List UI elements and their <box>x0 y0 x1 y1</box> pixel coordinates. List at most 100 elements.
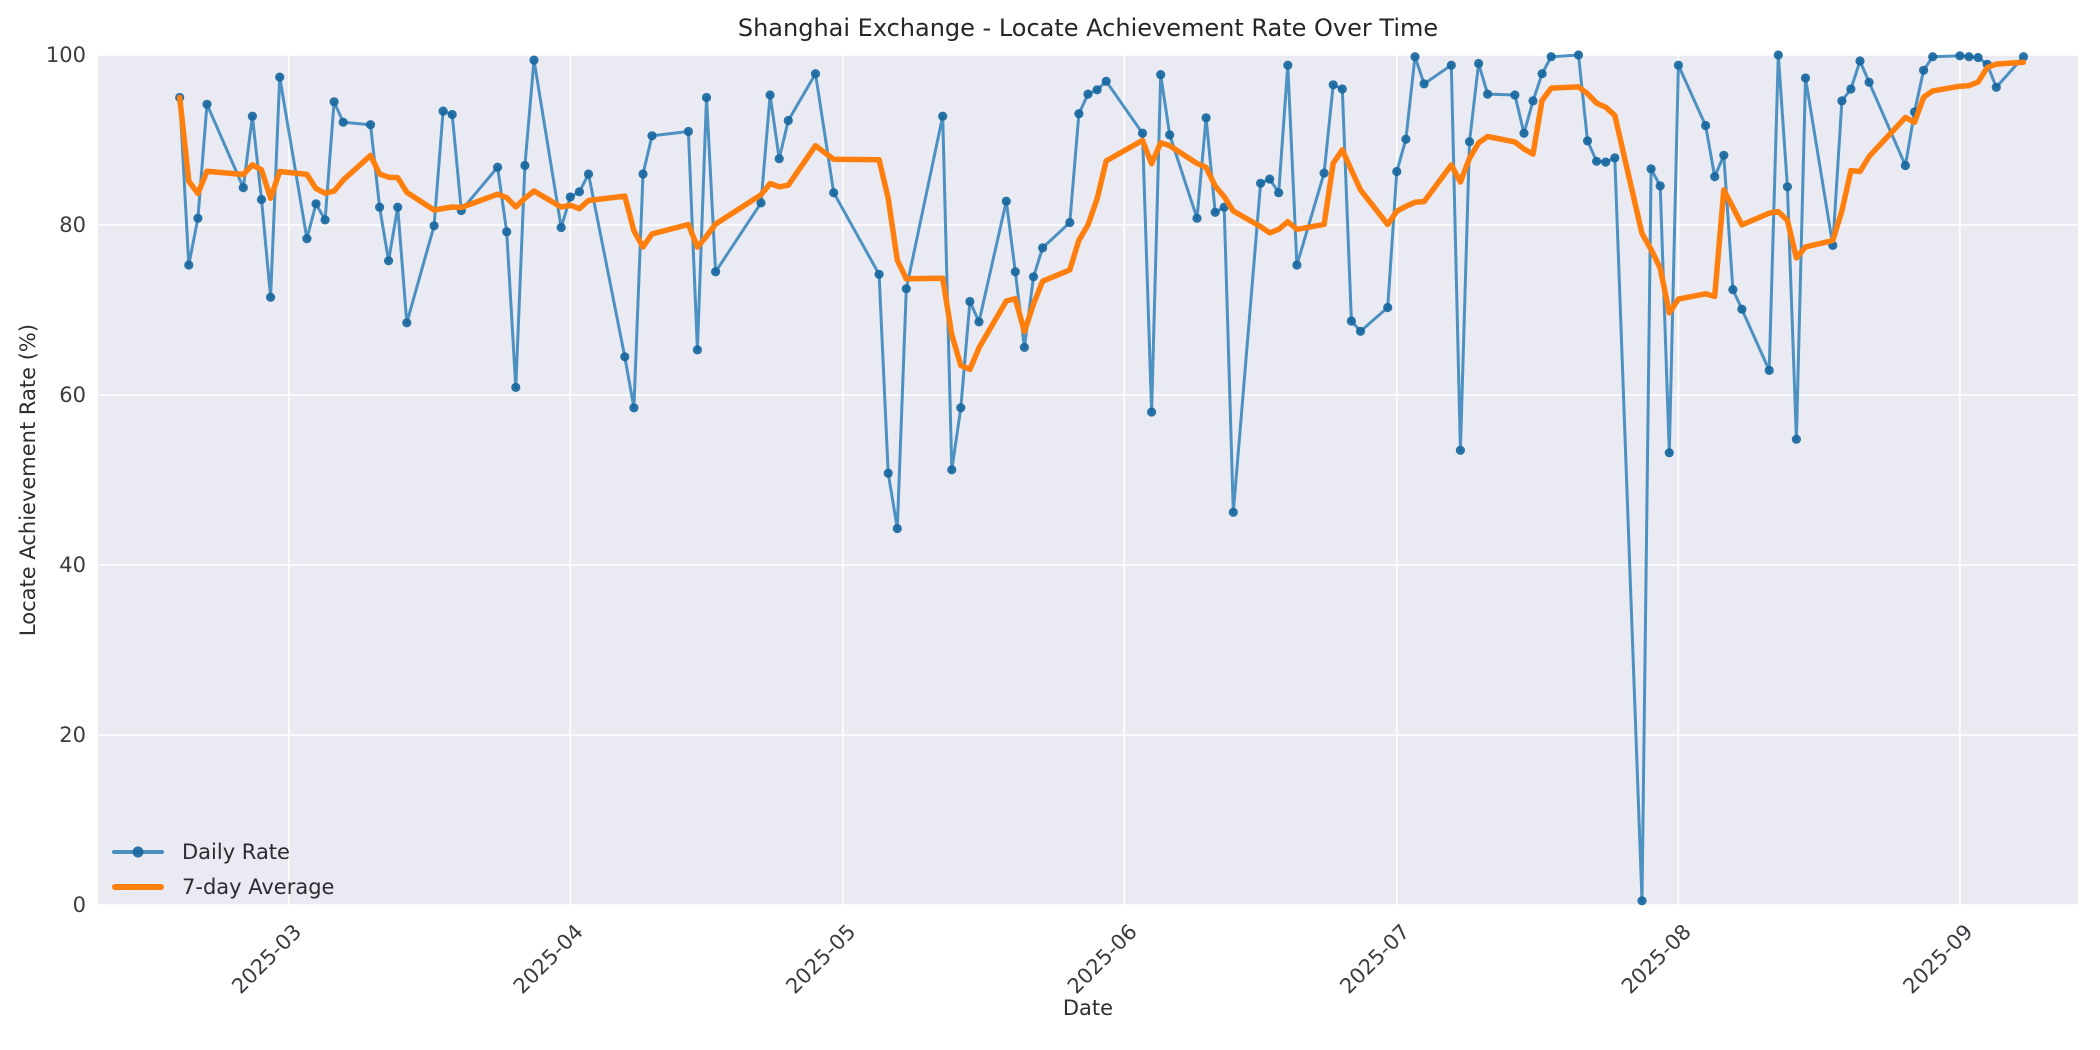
daily-rate-marker <box>1519 128 1529 138</box>
daily-rate-marker <box>1928 52 1938 62</box>
daily-rate-marker <box>629 403 639 413</box>
daily-rate-marker <box>1573 50 1584 60</box>
daily-rate-line-marker-icon <box>112 839 164 865</box>
daily-rate-marker <box>1147 407 1157 417</box>
daily-rate-marker <box>810 69 821 79</box>
daily-rate-marker <box>583 169 594 179</box>
daily-rate-marker <box>1537 69 1547 79</box>
daily-rate-marker <box>1582 136 1593 146</box>
daily-rate-marker <box>1210 207 1220 217</box>
daily-rate-marker <box>756 198 766 208</box>
daily-rate-marker <box>1464 137 1475 147</box>
daily-rate-marker <box>774 154 784 164</box>
daily-rate-marker <box>1510 90 1520 100</box>
y-tick-label: 60 <box>59 383 86 407</box>
daily-rate-marker <box>1019 342 1029 352</box>
x-tick-label: 2025-03 <box>227 920 306 999</box>
daily-rate-marker <box>1346 316 1356 326</box>
legend: Daily Rate 7-day Average <box>112 839 334 900</box>
daily-rate-marker <box>493 162 503 172</box>
daily-rate-marker <box>256 194 267 205</box>
daily-rate-marker <box>765 90 775 100</box>
daily-rate-marker <box>1474 58 1484 69</box>
x-tick-label: 2025-09 <box>1898 920 1977 999</box>
daily-rate-marker <box>1855 56 1865 66</box>
daily-rate-marker <box>1328 80 1338 90</box>
daily-rate-marker <box>1010 267 1020 277</box>
daily-rate-marker <box>1664 448 1674 458</box>
daily-rate-marker <box>502 227 512 237</box>
daily-rate-marker <box>1038 243 1048 253</box>
daily-rate-marker <box>701 92 712 103</box>
daily-rate-marker <box>1265 174 1275 184</box>
daily-rate-marker <box>1592 156 1602 166</box>
daily-rate-marker <box>1455 445 1465 455</box>
daily-rate-marker <box>1092 85 1102 95</box>
daily-rate-marker <box>1728 285 1738 295</box>
daily-rate-marker <box>393 202 403 212</box>
daily-rate-marker <box>1274 188 1284 198</box>
daily-rate-marker <box>1156 70 1166 80</box>
x-tick-label: 2025-07 <box>1335 920 1414 999</box>
daily-rate-marker <box>338 117 348 127</box>
daily-rate-marker <box>1355 326 1366 336</box>
daily-rate-marker <box>1791 434 1801 444</box>
daily-rate-marker <box>1283 60 1293 70</box>
daily-rate-marker <box>874 269 884 279</box>
daily-rate-marker <box>1256 178 1266 188</box>
daily-rate-marker <box>1637 896 1647 906</box>
daily-rate-marker <box>1083 89 1093 99</box>
daily-rate-marker <box>1383 302 1393 313</box>
daily-rate-marker <box>1137 128 1148 138</box>
daily-rate-marker <box>1673 60 1683 70</box>
daily-rate-marker <box>1446 60 1456 70</box>
daily-rate-marker <box>275 72 285 82</box>
daily-rate-marker <box>511 382 521 392</box>
daily-rate-marker <box>1955 51 1965 61</box>
daily-rate-marker <box>565 192 575 202</box>
daily-rate-marker <box>1773 50 1783 60</box>
daily-rate-marker <box>956 403 966 413</box>
daily-rate-marker <box>184 260 194 270</box>
daily-rate-marker <box>901 284 911 294</box>
daily-rate-marker <box>683 126 694 137</box>
legend-label-average: 7-day Average <box>182 875 335 899</box>
daily-rate-marker <box>1701 120 1711 131</box>
x-tick-label: 2025-05 <box>781 920 860 999</box>
daily-rate-marker <box>883 468 893 478</box>
daily-rate-marker <box>1719 150 1729 160</box>
seven-day-average-line <box>176 59 2027 373</box>
daily-rate-marker <box>1419 79 1429 89</box>
daily-rate-marker <box>1655 181 1665 191</box>
daily-rate-marker <box>266 292 276 302</box>
daily-rate-marker <box>1337 84 1347 94</box>
y-tick-label: 80 <box>59 213 86 237</box>
daily-rate-marker <box>1410 52 1420 62</box>
daily-rate-marker <box>638 169 648 179</box>
daily-rate-marker <box>1601 157 1611 167</box>
y-tick-label: 0 <box>73 893 86 917</box>
daily-rate-marker <box>1165 130 1175 140</box>
daily-rate-marker <box>938 111 948 121</box>
daily-rate-marker <box>1991 82 2001 92</box>
legend-entry-average: 7-day Average <box>112 874 334 900</box>
daily-rate-marker <box>1065 217 1075 228</box>
daily-rate-marker <box>320 215 330 225</box>
daily-rate-marker <box>384 256 394 266</box>
seven-day-average-line-icon <box>112 874 164 900</box>
daily-rate-marker <box>429 221 439 231</box>
daily-rate-marker <box>556 222 566 233</box>
daily-rate-marker <box>1483 89 1493 99</box>
daily-rate-marker <box>2018 52 2029 62</box>
daily-rate-marker <box>1782 182 1792 192</box>
daily-rate-marker <box>574 187 585 197</box>
legend-entry-daily: Daily Rate <box>112 839 334 865</box>
daily-rate-marker <box>1201 113 1211 123</box>
x-tick-label: 2025-08 <box>1617 920 1696 999</box>
daily-rate-marker <box>302 234 312 244</box>
daily-rate-marker <box>1228 507 1238 517</box>
daily-rate-marker <box>1764 365 1774 375</box>
daily-rate-marker <box>1319 168 1329 178</box>
y-tick-label: 40 <box>59 553 86 577</box>
